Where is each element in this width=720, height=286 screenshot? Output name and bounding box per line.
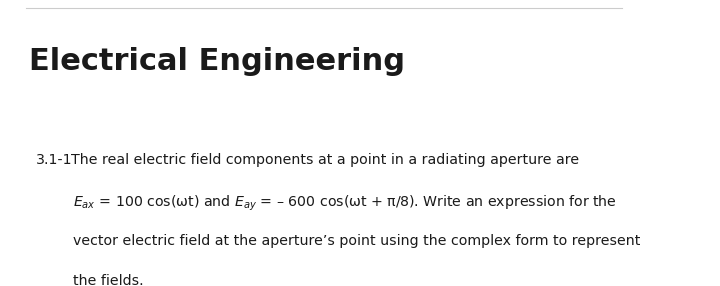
Text: the fields.: the fields. <box>73 274 143 286</box>
Text: vector electric field at the aperture’s point using the complex form to represen: vector electric field at the aperture’s … <box>73 234 640 248</box>
Text: $E_{ax}$ = 100 cos(ωt) and $E_{ay}$ = – 600 cos(ωt + π/8). Write an expression f: $E_{ax}$ = 100 cos(ωt) and $E_{ay}$ = – … <box>73 194 616 213</box>
Text: The real electric field components at a point in a radiating aperture are: The real electric field components at a … <box>71 153 580 167</box>
Text: Electrical Engineering: Electrical Engineering <box>30 47 405 76</box>
Text: 3.1-1: 3.1-1 <box>36 153 72 167</box>
